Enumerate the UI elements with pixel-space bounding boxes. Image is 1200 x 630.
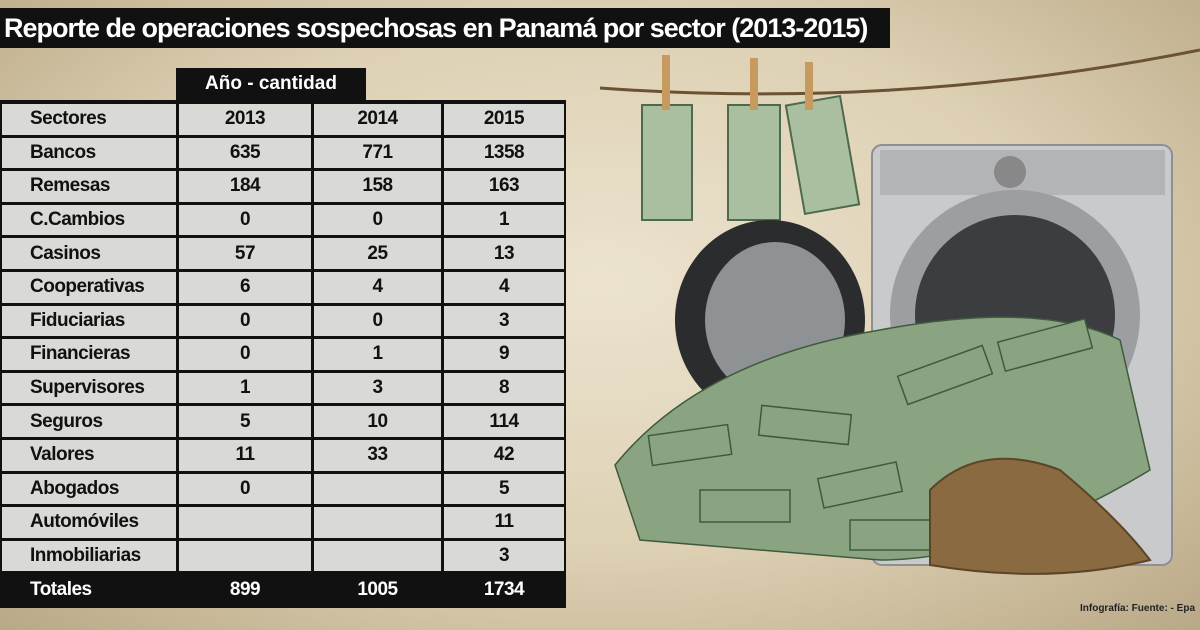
column-header: 2014 [314,104,441,135]
table-cell: 114 [444,406,564,437]
table-cell [314,473,441,505]
table-cell: 13 [444,238,564,269]
table-cell: 10 [314,406,441,437]
totals-label: Totales [2,574,176,605]
table-cell: 11 [444,507,564,538]
table-cell: 0 [314,204,441,236]
column-header: 2015 [444,104,564,135]
row-label: Seguros [2,406,176,437]
table-cell: 0 [179,473,311,505]
table-cell: 0 [179,339,311,370]
table-cell: 11 [179,440,311,471]
table-cell: 1358 [444,137,564,169]
table-cell: 57 [179,238,311,269]
table-cell: 0 [179,204,311,236]
table-cell [314,540,441,572]
table-cell [314,507,441,538]
table-cell: 1 [444,204,564,236]
row-label: Valores [2,440,176,471]
table-cell: 3 [444,540,564,572]
column-header: Sectores [2,104,176,135]
column-header: 2013 [179,104,311,135]
row-label: Automóviles [2,507,176,538]
table-cell: 0 [314,305,441,337]
table-cell [179,540,311,572]
table-cell: 1 [179,372,311,404]
row-label: Inmobiliarias [2,540,176,572]
table-cell: 6 [179,272,311,303]
table-cell: 1 [314,339,441,370]
totals-cell: 899 [179,574,311,605]
table-cell: 3 [314,372,441,404]
row-label: C.Cambios [2,204,176,236]
table-caption: Año - cantidad [176,68,366,100]
table-cell: 3 [444,305,564,337]
table-cell: 5 [179,406,311,437]
table-cell: 635 [179,137,311,169]
table-cell: 33 [314,440,441,471]
row-label: Supervisores [2,372,176,404]
row-label: Bancos [2,137,176,169]
table-cell: 158 [314,171,441,202]
row-label: Casinos [2,238,176,269]
clothesline [599,48,1200,96]
row-label: Fiduciarias [2,305,176,337]
table-cell: 4 [444,272,564,303]
table-cell: 0 [179,305,311,337]
table-cell: 9 [444,339,564,370]
credit: Infografía: Fuente: - Epa [1080,603,1195,614]
hanging-bills [641,55,861,221]
row-label: Cooperativas [2,272,176,303]
table: Sectores 2013 2014 2015 Bancos 635 771 1358 Reme… [0,100,566,608]
table-cell: 5 [444,473,564,505]
row-label: Abogados [2,473,176,505]
table-cell: 42 [444,440,564,471]
money-bag [929,457,1152,575]
title: Reporte de operaciones sospechosas en Pa… [0,8,890,48]
totals-cell: 1734 [444,574,564,605]
row-label: Remesas [2,171,176,202]
totals-cell: 1005 [314,574,441,605]
table-cell: 163 [444,171,564,202]
table-cell: 25 [314,238,441,269]
table-cell [179,507,311,538]
table-cell: 771 [314,137,441,169]
table-cell: 4 [314,272,441,303]
table-cell: 184 [179,171,311,202]
table-cell: 8 [444,372,564,404]
row-label: Financieras [2,339,176,370]
